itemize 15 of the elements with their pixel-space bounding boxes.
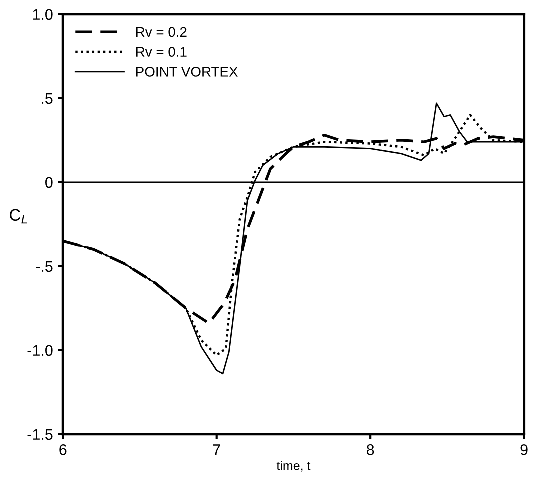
y-tick-label: -1.0 — [28, 345, 53, 356]
y-tick-label: -1.5 — [28, 429, 53, 440]
x-tick-label: 6 — [60, 444, 67, 456]
x-tick-label: 8 — [366, 444, 374, 456]
legend-label: Rv = 0.1 — [136, 47, 187, 57]
legend-label: POINT VORTEX — [136, 67, 238, 77]
y-tick-label: 1.0 — [33, 9, 53, 20]
y-axis-title: C$_{L}$ — [10, 209, 28, 224]
legend-label: Rv = 0.2 — [136, 27, 187, 38]
y-tick-label: -.5 — [36, 261, 53, 272]
x-axis-title: time, t — [276, 461, 311, 472]
x-tick-label: 9 — [520, 444, 528, 456]
y-tick-label: .5 — [42, 93, 53, 104]
x-tick-label: 7 — [213, 444, 220, 456]
y-tick-label: 0 — [46, 177, 53, 188]
